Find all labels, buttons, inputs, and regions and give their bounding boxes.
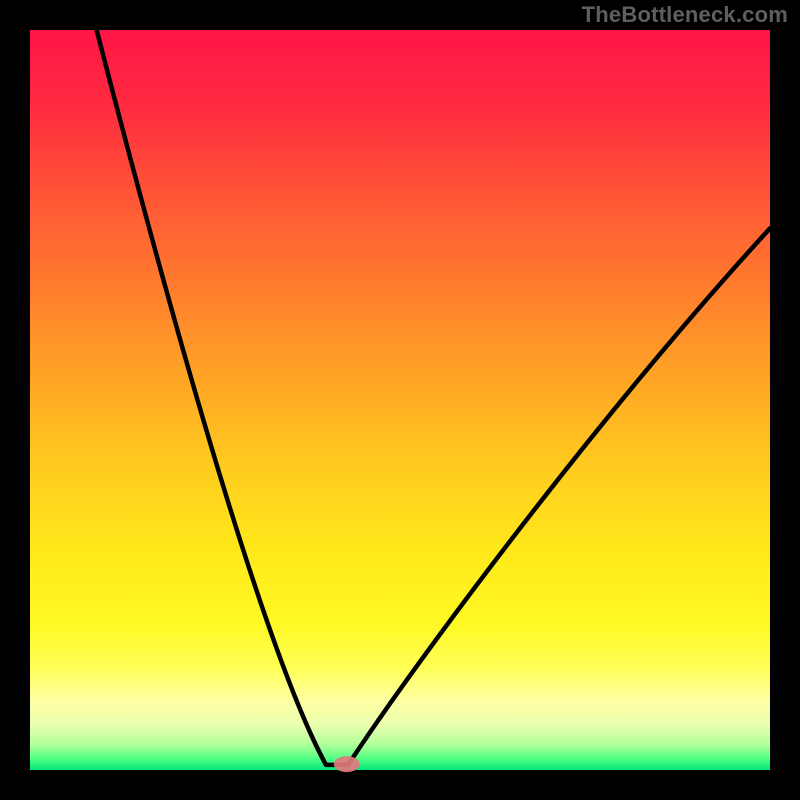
plot-area bbox=[30, 30, 770, 770]
watermark-text: TheBottleneck.com bbox=[582, 2, 788, 28]
bottleneck-marker bbox=[334, 756, 360, 772]
bottleneck-chart bbox=[0, 0, 800, 800]
